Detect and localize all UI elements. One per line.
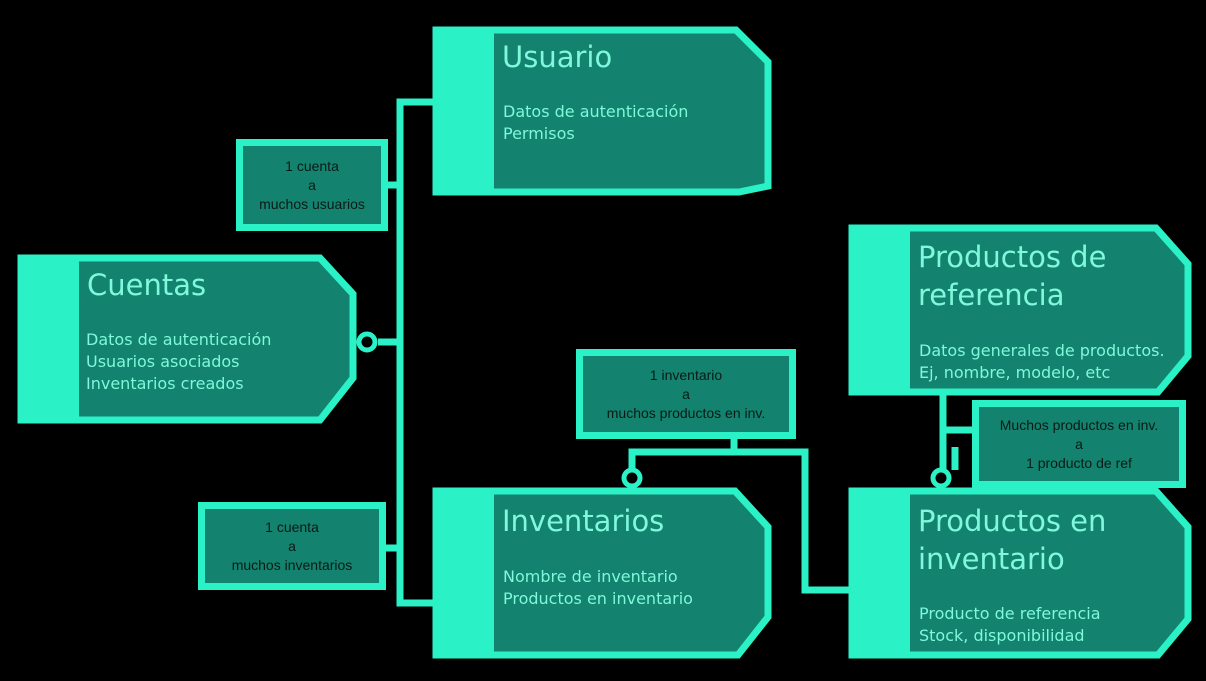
link-node [356, 331, 378, 353]
field-line: Stock, disponibilidad [919, 626, 1085, 645]
relation-line: 1 inventario [649, 366, 723, 383]
field-line: Inventarios creados [86, 374, 244, 393]
relation-line: Muchos productos en inv. [999, 416, 1159, 433]
relation-cuenta-inventarios: 1 cuenta a muchos inventarios [198, 502, 386, 590]
relation-line: muchos usuarios [259, 195, 365, 212]
relation-productos-referencia: Muchos productos en inv. a 1 producto de… [972, 400, 1186, 488]
relation-label: 1 cuenta a muchos usuarios [243, 146, 381, 224]
relation-line: a [288, 537, 296, 554]
relation-inventario-productos: 1 inventario a muchos productos en inv. [576, 349, 796, 439]
link-node [930, 467, 952, 489]
entity-fields: Datos de autenticación Permisos [503, 101, 688, 145]
field-line: Datos generales de productos. [919, 341, 1165, 360]
entity-title: Inventarios [502, 504, 665, 538]
entity-usuario: Usuario Datos de autenticación Permisos [432, 26, 774, 196]
relation-label: Muchos productos en inv. a 1 producto de… [979, 407, 1179, 481]
relation-line: 1 cuenta [265, 518, 319, 535]
entity-title: Productos en inventario [918, 504, 1107, 576]
relation-label: 1 cuenta a muchos inventarios [205, 509, 379, 583]
relation-line: a [308, 176, 316, 193]
field-line: Datos de autenticación [503, 102, 689, 121]
relation-cuenta-usuarios: 1 cuenta a muchos usuarios [236, 139, 388, 231]
relation-line: a [682, 385, 690, 402]
relation-line: muchos inventarios [231, 556, 353, 573]
entity-title: Cuentas [87, 268, 207, 302]
relation-line: a [1075, 435, 1083, 452]
entity-title: Productos de referencia [918, 240, 1107, 312]
field-line: Ej, nombre, modelo, etc [919, 363, 1111, 382]
field-line: Nombre de inventario [503, 567, 678, 586]
relation-line: 1 cuenta [285, 157, 339, 174]
relation-label: 1 inventario a muchos productos en inv. [583, 356, 789, 432]
entity-productos-referencia: Productos de referencia Datos generales … [848, 224, 1194, 398]
entity-inventarios: Inventarios Nombre de inventario Product… [432, 487, 774, 661]
relation-line: 1 producto de ref [1026, 454, 1132, 471]
field-line: Usuarios asociados [86, 352, 240, 371]
entity-fields: Datos generales de productos. Ej, nombre… [919, 340, 1165, 384]
entity-cuentas: Cuentas Datos de autenticación Usuarios … [17, 254, 359, 426]
entity-fields: Nombre de inventario Productos en invent… [503, 566, 693, 610]
entity-productos-inventario: Productos en inventario Producto de refe… [848, 487, 1194, 661]
entity-fields: Datos de autenticación Usuarios asociado… [86, 329, 271, 395]
field-line: Permisos [503, 124, 575, 143]
entity-fields: Producto de referencia Stock, disponibil… [919, 603, 1101, 647]
entity-title: Usuario [502, 40, 613, 74]
link-node [621, 467, 643, 489]
field-line: Datos de autenticación [86, 330, 272, 349]
field-line: Productos en inventario [503, 589, 693, 608]
relation-line: muchos productos en inv. [606, 404, 766, 421]
field-line: Producto de referencia [919, 604, 1101, 623]
